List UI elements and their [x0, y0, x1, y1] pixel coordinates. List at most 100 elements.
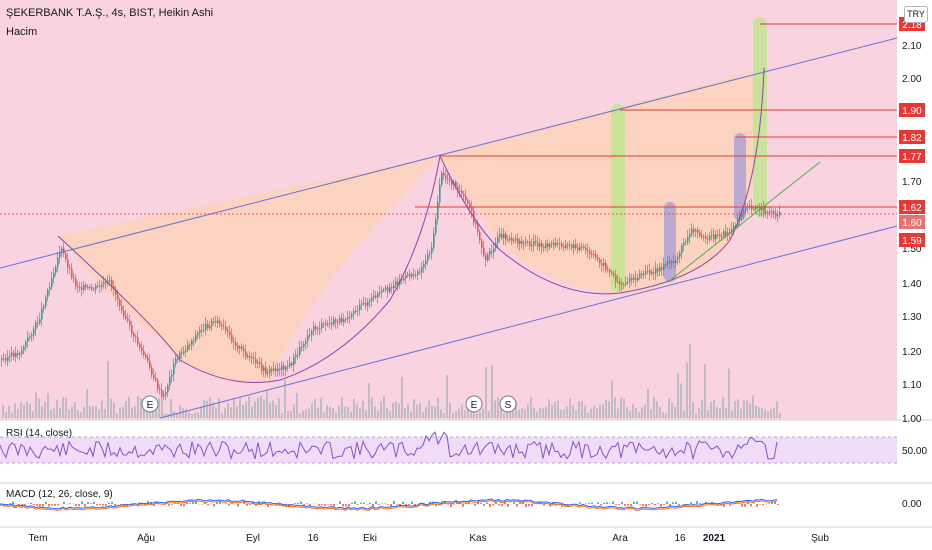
- volume-bar: [260, 396, 262, 418]
- volume-bar: [476, 413, 478, 418]
- candle-body: [515, 238, 517, 241]
- macd-histogram-bar: [207, 504, 209, 506]
- macd-histogram-bar: [9, 503, 11, 504]
- y-tick-label: 1.10: [902, 380, 922, 391]
- volume-bar: [665, 413, 667, 418]
- volume-bar: [674, 406, 676, 418]
- candle-body: [573, 244, 575, 249]
- candle-body: [645, 271, 647, 274]
- candle-body: [613, 273, 615, 276]
- volume-bar: [293, 404, 295, 418]
- macd-histogram-bar: [243, 501, 245, 504]
- candle-body: [679, 252, 681, 257]
- volume-bar: [398, 403, 400, 418]
- chart-title: ŞEKERBANK T.A.Ş., 4s, BIST, Heikin Ashi: [6, 7, 214, 19]
- candle-body: [465, 195, 467, 201]
- price-badge-label: 1.90: [902, 106, 922, 117]
- macd-histogram-bar: [753, 503, 755, 504]
- volume-bar: [44, 401, 46, 418]
- candle-body: [599, 259, 601, 264]
- volume-bar: [425, 407, 427, 418]
- volume-bar: [134, 406, 136, 418]
- volume-bar: [179, 405, 181, 418]
- macd-histogram-bar: [489, 504, 491, 507]
- macd-histogram-bar: [375, 501, 377, 504]
- volume-bar: [389, 411, 391, 418]
- volume-bar: [170, 399, 172, 418]
- macd-signal-line: [0, 500, 778, 511]
- candle-body: [69, 267, 71, 269]
- volume-bar: [368, 382, 370, 418]
- price-badge-1.60: [899, 215, 925, 229]
- price-badge-label: 2.18: [902, 20, 922, 31]
- macd-histogram-bar: [36, 504, 38, 506]
- candle-body: [669, 261, 671, 264]
- candle-body: [193, 340, 195, 342]
- macd-histogram-bar: [474, 504, 476, 506]
- macd-histogram-bar: [519, 501, 521, 504]
- candle-body: [7, 357, 9, 361]
- volume-bar: [479, 412, 481, 418]
- highlight-green-1: [611, 104, 625, 292]
- highlight-purple-2: [734, 133, 746, 221]
- volume-bar: [95, 405, 97, 418]
- volume-bar: [704, 364, 706, 418]
- macd-histogram-bar: [462, 504, 464, 507]
- macd-histogram-bar: [390, 504, 392, 507]
- volume-bar: [440, 409, 442, 418]
- candle-body: [247, 356, 249, 358]
- macd-histogram-bar: [666, 501, 668, 504]
- candle-body: [627, 281, 629, 283]
- volume-bar: [380, 400, 382, 418]
- macd-histogram-bar: [660, 504, 662, 507]
- event-marker-1: [465, 395, 483, 413]
- candle-body: [273, 368, 275, 371]
- candle-body: [1, 358, 3, 360]
- candle-body: [317, 328, 319, 330]
- candle-body: [717, 234, 719, 236]
- candle-body: [57, 257, 59, 268]
- candle-body: [17, 352, 19, 356]
- volume-bar: [32, 410, 34, 418]
- macd-histogram-bar: [402, 501, 404, 504]
- volume-bar: [656, 400, 658, 418]
- candle-body: [435, 219, 437, 234]
- macd-histogram-bar: [675, 501, 677, 504]
- volume-bar: [599, 405, 601, 418]
- candle-body: [295, 354, 297, 358]
- currency-button[interactable]: TRY: [904, 6, 928, 23]
- volume-bar: [38, 398, 40, 418]
- cup-fill-left: [58, 156, 440, 383]
- macd-histogram-bar: [756, 504, 758, 507]
- macd-histogram-bar: [528, 504, 530, 507]
- candle-body: [77, 286, 79, 288]
- macd-histogram-bar: [741, 504, 743, 507]
- candle-body: [579, 246, 581, 251]
- y-tick-label: 2.00: [902, 74, 922, 85]
- volume-bar: [422, 412, 424, 418]
- candle-body: [229, 332, 231, 336]
- volume-bar: [209, 397, 211, 418]
- candle-body: [533, 241, 535, 245]
- volume-bar: [620, 397, 622, 418]
- macd-pane: [0, 498, 779, 511]
- candle-body: [519, 240, 521, 244]
- candle-body: [353, 311, 355, 314]
- volume-bar: [62, 397, 64, 418]
- volume-bar: [137, 396, 139, 418]
- candle-body: [639, 273, 641, 278]
- macd-histogram-bar: [147, 501, 149, 504]
- candle-body: [11, 352, 13, 356]
- candle-body: [557, 243, 559, 245]
- candle-body: [97, 285, 99, 287]
- candle-body: [331, 322, 333, 325]
- candle-body: [359, 304, 361, 310]
- volume-bar: [257, 397, 259, 418]
- candle-body: [289, 363, 291, 366]
- macd-histogram-bar: [774, 501, 776, 504]
- candle-body: [61, 248, 63, 253]
- candle-body: [569, 244, 571, 246]
- candle-body: [209, 326, 211, 329]
- candle-body: [677, 256, 679, 260]
